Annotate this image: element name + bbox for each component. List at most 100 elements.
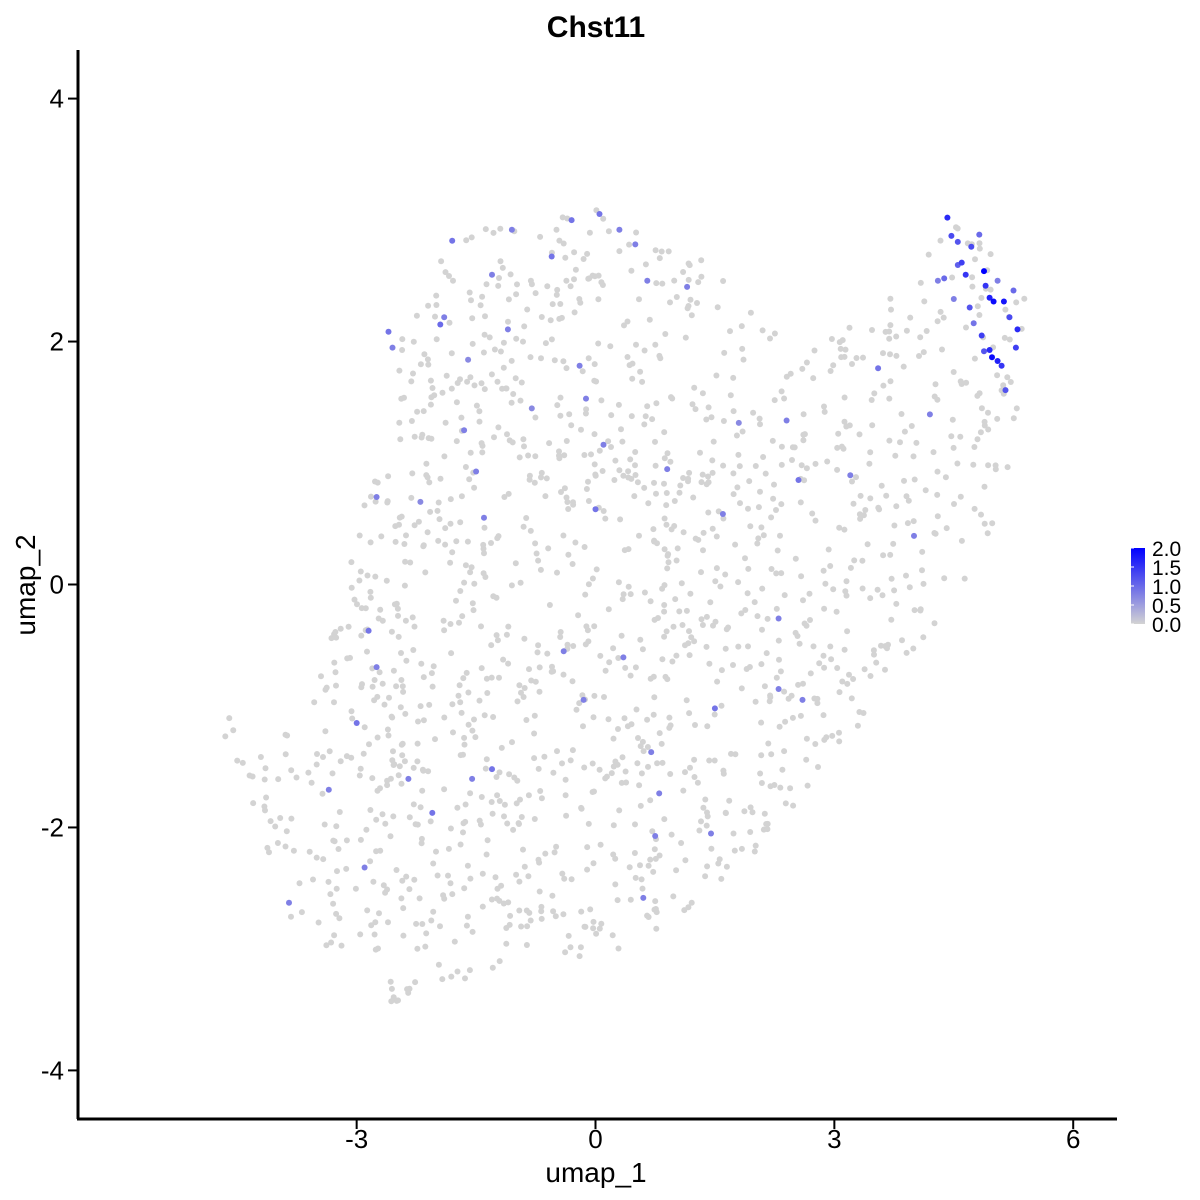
background-point: [559, 870, 566, 877]
background-point: [456, 682, 463, 689]
background-point: [745, 565, 752, 572]
background-point: [887, 351, 893, 358]
background-point: [641, 484, 648, 491]
background-point: [680, 269, 687, 275]
background-point: [293, 774, 300, 781]
background-point: [226, 715, 233, 722]
background-point: [692, 722, 698, 728]
expressing-point: [620, 654, 627, 661]
background-point: [423, 460, 430, 467]
background-point: [590, 925, 597, 932]
background-point: [557, 634, 564, 640]
background-point: [624, 318, 631, 325]
background-point: [449, 701, 456, 708]
background-point: [704, 813, 711, 820]
background-point: [420, 717, 427, 724]
background-point: [838, 443, 845, 450]
expressing-point: [583, 395, 589, 402]
background-point: [390, 813, 397, 820]
background-point: [987, 286, 994, 293]
background-point: [493, 632, 500, 639]
background-point: [738, 845, 745, 852]
expressing-point: [504, 326, 511, 333]
background-point: [469, 727, 476, 734]
background-point: [374, 787, 381, 794]
background-point: [390, 762, 397, 768]
background-point: [491, 346, 498, 353]
background-point: [836, 729, 842, 736]
background-point: [617, 516, 624, 523]
background-point: [812, 517, 819, 524]
background-point: [591, 461, 598, 468]
background-point: [917, 279, 924, 286]
expressing-point: [592, 506, 599, 513]
legend-tick-label: 1.0: [1152, 576, 1181, 599]
background-point: [479, 442, 486, 449]
background-point: [331, 631, 338, 638]
expressing-point: [968, 243, 975, 250]
background-point: [542, 493, 549, 500]
background-point: [1007, 379, 1014, 385]
background-point: [560, 358, 567, 365]
background-point: [976, 245, 983, 252]
background-point: [722, 571, 729, 578]
background-point: [505, 623, 512, 630]
background-point: [1013, 405, 1020, 412]
background-point: [699, 471, 706, 478]
background-point: [656, 352, 663, 359]
background-point: [511, 774, 518, 781]
background-point: [385, 919, 391, 926]
background-point: [438, 258, 445, 265]
y-tick-label: 0: [50, 570, 64, 600]
background-point: [649, 416, 656, 423]
background-point: [747, 309, 754, 316]
background-point: [767, 335, 773, 342]
background-point: [674, 545, 681, 552]
background-point: [827, 368, 834, 374]
background-point: [618, 426, 624, 433]
background-point: [994, 415, 1001, 422]
background-point: [521, 323, 528, 330]
background-point: [320, 754, 326, 760]
background-point: [911, 476, 918, 483]
background-point: [468, 234, 475, 241]
background-point: [757, 770, 764, 777]
background-point: [526, 666, 532, 673]
background-point: [665, 551, 672, 558]
background-point: [664, 676, 671, 683]
background-point: [402, 558, 409, 565]
background-point: [899, 637, 905, 644]
background-point: [664, 450, 671, 457]
background-point: [399, 347, 406, 353]
background-point: [985, 462, 992, 469]
background-point: [497, 348, 504, 355]
background-point: [503, 631, 510, 638]
background-point: [546, 440, 553, 447]
background-point: [469, 315, 476, 322]
background-point: [600, 215, 607, 222]
background-point: [557, 394, 564, 401]
background-point: [566, 411, 573, 418]
background-point: [994, 372, 1001, 379]
background-point: [1013, 299, 1020, 306]
background-point: [532, 678, 539, 685]
background-point: [590, 918, 597, 925]
background-point: [631, 850, 638, 856]
legend-tick-label: 2.0: [1152, 538, 1181, 561]
background-point: [650, 711, 657, 718]
background-point: [481, 331, 488, 338]
background-point: [425, 361, 432, 368]
background-point: [859, 585, 866, 592]
background-point: [977, 429, 984, 436]
background-point: [506, 771, 513, 778]
background-point: [651, 479, 657, 486]
background-point: [640, 748, 647, 755]
background-point: [893, 333, 900, 340]
expressing-point: [361, 864, 368, 871]
background-point: [734, 484, 741, 491]
background-point: [417, 703, 424, 710]
background-point: [481, 524, 488, 531]
background-point: [397, 436, 404, 443]
background-point: [836, 738, 843, 745]
background-point: [357, 836, 364, 843]
